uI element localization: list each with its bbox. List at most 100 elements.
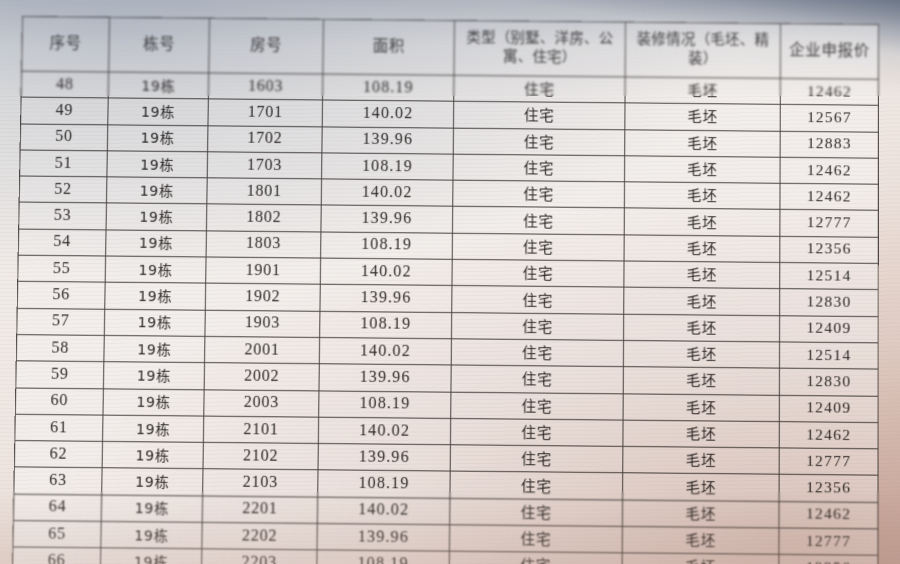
cell-deco: 毛坯 [622, 526, 779, 555]
cell-area: 140.02 [319, 337, 452, 366]
cell-area: 140.02 [317, 496, 450, 525]
cell-area: 108.19 [321, 152, 454, 181]
cell-room: 2001 [204, 336, 320, 364]
column-header-type: 类型（别墅、洋房、公寓、住宅） [453, 20, 626, 77]
cell-area: 140.02 [320, 258, 453, 286]
paper-sheet: 序号 栋号 房号 面积 类型（别墅、洋房、公寓、住宅） 装修情况（毛坯、精装） … [12, 16, 879, 564]
cell-bldg: 19栋 [103, 335, 205, 363]
cell-type: 住宅 [452, 233, 625, 262]
cell-seq: 48 [21, 71, 109, 99]
price-filing-table: 序号 栋号 房号 面积 类型（别墅、洋房、公寓、住宅） 装修情况（毛坯、精装） … [12, 16, 879, 564]
cell-seq: 60 [15, 387, 104, 415]
cell-seq: 50 [20, 123, 108, 151]
table-header-row: 序号 栋号 房号 面积 类型（别墅、洋房、公寓、住宅） 装修情况（毛坯、精装） … [21, 16, 879, 80]
cell-seq: 51 [19, 149, 108, 178]
cell-deco: 毛坯 [622, 499, 780, 528]
cell-bldg: 19栋 [106, 203, 207, 231]
column-header-area: 面积 [322, 19, 455, 76]
cell-price: 12777 [778, 527, 878, 556]
cell-deco: 毛坯 [624, 208, 780, 237]
cell-bldg: 19栋 [100, 548, 202, 564]
cell-bldg: 19栋 [104, 282, 206, 310]
cell-type: 住宅 [449, 551, 623, 564]
cell-room: 2202 [201, 522, 318, 551]
cell-deco: 毛坯 [623, 366, 780, 395]
cell-type: 住宅 [453, 75, 626, 104]
cell-bldg: 19栋 [102, 414, 204, 443]
cell-area: 108.19 [318, 390, 451, 419]
cell-seq: 61 [14, 414, 103, 442]
cell-bldg: 19栋 [105, 229, 207, 258]
cell-type: 住宅 [450, 365, 624, 394]
cell-price: 12462 [778, 501, 879, 529]
cell-price: 12514 [779, 262, 879, 290]
cell-seq: 63 [13, 467, 103, 495]
cell-room: 1901 [205, 257, 321, 285]
cell-type: 住宅 [452, 154, 625, 182]
cell-room: 1801 [206, 177, 322, 206]
cell-seq: 54 [18, 228, 107, 257]
cell-area: 139.96 [317, 523, 450, 552]
cell-price: 12462 [779, 421, 879, 450]
cell-price: 12462 [779, 183, 879, 211]
table-body: 48 19栋 1603 108.19 住宅 毛坯 12462 49 19栋 1701 140.02 住… [12, 71, 879, 564]
cell-area: 139.96 [318, 363, 452, 392]
cell-bldg: 19栋 [107, 98, 209, 126]
cell-type: 住宅 [452, 180, 625, 209]
cell-seq: 64 [13, 493, 102, 522]
cell-bldg: 19栋 [102, 388, 205, 416]
cell-room: 1803 [206, 230, 321, 259]
cell-seq: 49 [20, 97, 109, 125]
cell-type: 住宅 [453, 127, 625, 156]
cell-deco: 毛坯 [623, 393, 780, 422]
cell-price: 12462 [780, 157, 879, 185]
cell-bldg: 19栋 [108, 71, 209, 100]
cell-type: 住宅 [449, 524, 623, 554]
cell-type: 住宅 [451, 285, 624, 314]
cell-room: 1902 [205, 283, 321, 311]
cell-deco: 毛坯 [624, 129, 781, 158]
cell-area: 108.19 [317, 470, 451, 499]
cell-area: 108.19 [320, 231, 453, 260]
cell-deco: 毛坯 [624, 181, 781, 210]
cell-room: 2203 [201, 549, 318, 564]
cell-bldg: 19栋 [106, 150, 208, 178]
cell-price: 12830 [779, 368, 879, 396]
table-header: 序号 栋号 房号 面积 类型（别墅、洋房、公寓、住宅） 装修情况（毛坯、精装） … [21, 16, 879, 80]
cell-bldg: 19栋 [107, 124, 208, 152]
cell-area: 108.19 [316, 550, 450, 564]
cell-area: 139.96 [321, 126, 454, 155]
cell-deco: 毛坯 [623, 340, 780, 369]
cell-room: 1603 [208, 72, 323, 101]
cell-area: 108.19 [322, 74, 454, 102]
cell-type: 住宅 [451, 259, 625, 288]
cell-type: 住宅 [449, 471, 623, 500]
cell-price: 12777 [779, 209, 879, 238]
cell-area: 140.02 [322, 100, 454, 128]
cell-price: 12356 [779, 236, 879, 264]
cell-bldg: 19栋 [101, 468, 203, 496]
cell-type: 住宅 [450, 418, 624, 447]
cell-price: 12409 [779, 394, 879, 423]
column-header-deco: 装修情况（毛坯、精装） [625, 22, 781, 79]
cell-room: 1703 [207, 151, 322, 180]
cell-seq: 62 [14, 440, 103, 469]
cell-room: 2102 [202, 442, 319, 471]
cell-room: 2201 [202, 495, 318, 524]
cell-room: 1903 [204, 309, 320, 338]
cell-deco: 毛坯 [624, 76, 781, 105]
cell-type: 住宅 [452, 206, 625, 235]
cell-price: 12356 [779, 474, 879, 503]
cell-price: 12514 [779, 341, 879, 370]
cell-area: 139.96 [318, 443, 451, 472]
cell-price: 12777 [779, 448, 879, 476]
cell-price: 12567 [780, 104, 879, 132]
cell-bldg: 19栋 [104, 308, 206, 337]
cell-bldg: 19栋 [105, 256, 207, 284]
cell-seq: 55 [17, 255, 106, 283]
cell-type: 住宅 [449, 498, 623, 527]
cell-bldg: 19栋 [101, 494, 203, 523]
column-header-room: 房号 [208, 18, 324, 75]
